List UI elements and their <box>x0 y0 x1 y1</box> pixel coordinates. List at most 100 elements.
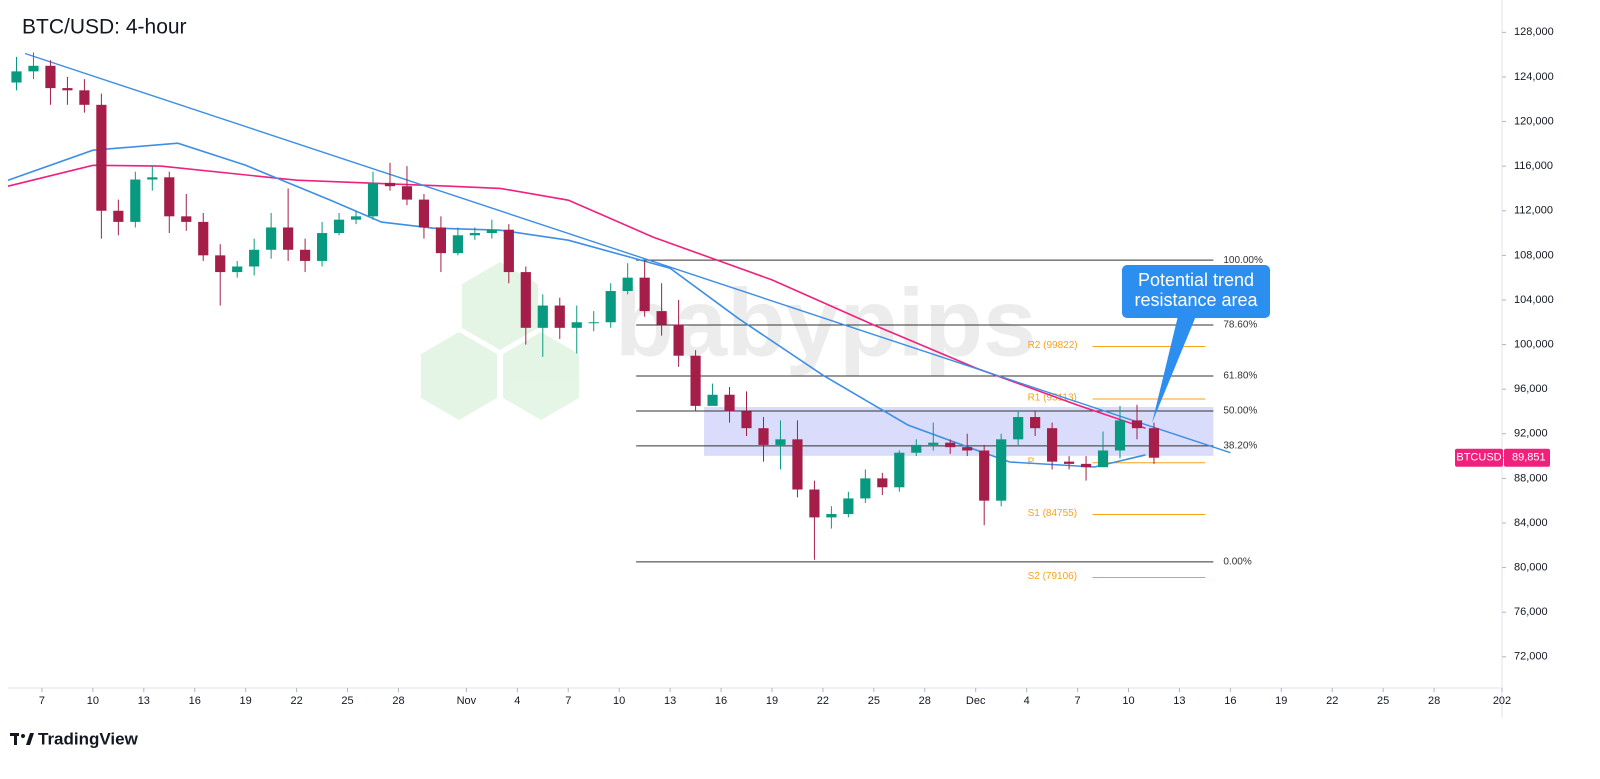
y-tick-label: 124,000 <box>1514 71 1554 83</box>
x-tick-label: 7 <box>39 695 45 707</box>
candle-body <box>300 249 311 261</box>
candle-body <box>724 394 735 412</box>
candle-body <box>367 182 379 217</box>
candle-body <box>232 266 243 273</box>
x-tick-label: Nov <box>457 695 477 707</box>
x-tick-label: 4 <box>514 695 520 707</box>
candle-body <box>45 65 56 89</box>
candle-body <box>503 229 514 273</box>
x-tick-label: 25 <box>341 695 353 707</box>
fib-label: 78.60% <box>1223 320 1257 331</box>
candle-body <box>1080 463 1092 468</box>
x-tick-label: 22 <box>290 695 302 707</box>
x-tick-label: 16 <box>189 695 201 707</box>
x-tick-label: 4 <box>1024 695 1030 707</box>
candle-body <box>452 235 463 254</box>
callout-text: resistance area <box>1134 290 1258 310</box>
candle-body <box>571 322 582 328</box>
candle-body <box>469 233 480 236</box>
x-tick-label: 10 <box>613 695 625 707</box>
candle-body <box>554 305 565 328</box>
x-tick-label: 19 <box>766 695 778 707</box>
candle-body <box>809 489 820 518</box>
candle-body <box>181 216 192 222</box>
y-tick-label: 92,000 <box>1514 428 1548 440</box>
x-tick-label: 25 <box>868 695 880 707</box>
candle-body <box>639 277 650 312</box>
candle-body <box>316 233 328 261</box>
fib-label: 61.80% <box>1223 371 1257 382</box>
x-tick-label: 22 <box>817 695 829 707</box>
candle-body <box>877 478 888 488</box>
x-tick-label: 10 <box>87 695 99 707</box>
candle-body <box>843 498 854 515</box>
fib-label: 0.00% <box>1223 557 1251 568</box>
candle-body <box>792 439 803 490</box>
x-tick-label: 19 <box>240 695 252 707</box>
y-tick-label: 72,000 <box>1514 651 1548 663</box>
x-tick-label: 7 <box>1075 695 1081 707</box>
candle-body <box>384 182 396 187</box>
brand-logo <box>10 733 34 745</box>
candle-body <box>758 428 769 445</box>
x-tick-label: 19 <box>1275 695 1287 707</box>
candle-body <box>96 104 107 211</box>
candle-body <box>1030 417 1041 429</box>
candle-body <box>113 210 124 222</box>
callout-box <box>1122 265 1270 318</box>
candle-body <box>707 394 718 406</box>
x-tick-label: 13 <box>664 695 676 707</box>
chart-title: BTC/USD: 4-hour <box>22 16 187 39</box>
candle-body <box>249 249 260 267</box>
candle-body <box>826 514 837 518</box>
candle-body <box>1114 420 1126 451</box>
x-tick-label: 7 <box>565 695 571 707</box>
pivot-label: R1 (95113) <box>1028 393 1077 404</box>
fib-label: 38.20% <box>1223 441 1257 452</box>
x-tick-label: 13 <box>1173 695 1185 707</box>
candle-body <box>622 277 633 292</box>
x-tick-label: 25 <box>1377 695 1389 707</box>
candle-body <box>962 447 973 451</box>
y-tick-label: 100,000 <box>1514 338 1554 350</box>
candle-body <box>996 439 1007 501</box>
price-tag-symbol: BTCUSD <box>1456 452 1501 464</box>
candle-body <box>520 272 531 328</box>
candle-body <box>435 227 447 254</box>
candle-body <box>656 311 667 325</box>
candle-body <box>1063 461 1075 464</box>
y-tick-label: 108,000 <box>1514 249 1554 261</box>
candle-body <box>673 324 684 356</box>
x-tick-label: 28 <box>392 695 404 707</box>
watermark-text: babypips <box>615 269 1036 376</box>
x-tick-label: 202 <box>1493 695 1511 707</box>
candle-body <box>945 442 956 448</box>
candle-body <box>928 442 939 445</box>
candle-body <box>741 411 752 429</box>
candle-body <box>79 90 90 105</box>
candle-body <box>911 444 922 453</box>
candle-body <box>1097 450 1109 468</box>
y-tick-label: 84,000 <box>1514 517 1548 529</box>
pivot-label: R2 (99822) <box>1028 340 1078 351</box>
candle-body <box>894 452 905 488</box>
y-tick-label: 76,000 <box>1514 606 1548 618</box>
candle-body <box>350 216 362 220</box>
candle-body <box>147 177 158 180</box>
candle-body <box>11 71 22 83</box>
pivot-label: S2 (79106) <box>1028 571 1077 582</box>
pivot-label: P <box>1028 456 1035 467</box>
candle-body <box>979 450 990 501</box>
fib-label: 100.00% <box>1223 255 1263 266</box>
candle-body <box>283 227 294 250</box>
y-tick-label: 112,000 <box>1514 205 1553 217</box>
price-tag-bg <box>1504 448 1550 467</box>
candle-body <box>1131 420 1143 429</box>
price-tag-symbol-bg <box>1455 448 1503 467</box>
price-tag-label: 89,851 <box>1512 452 1546 464</box>
x-tick-label: 13 <box>138 695 150 707</box>
candle-body <box>690 355 701 406</box>
pivot-label: S1 (84755) <box>1028 508 1077 519</box>
candle-body <box>1148 428 1160 458</box>
x-tick-label: 28 <box>1428 695 1440 707</box>
